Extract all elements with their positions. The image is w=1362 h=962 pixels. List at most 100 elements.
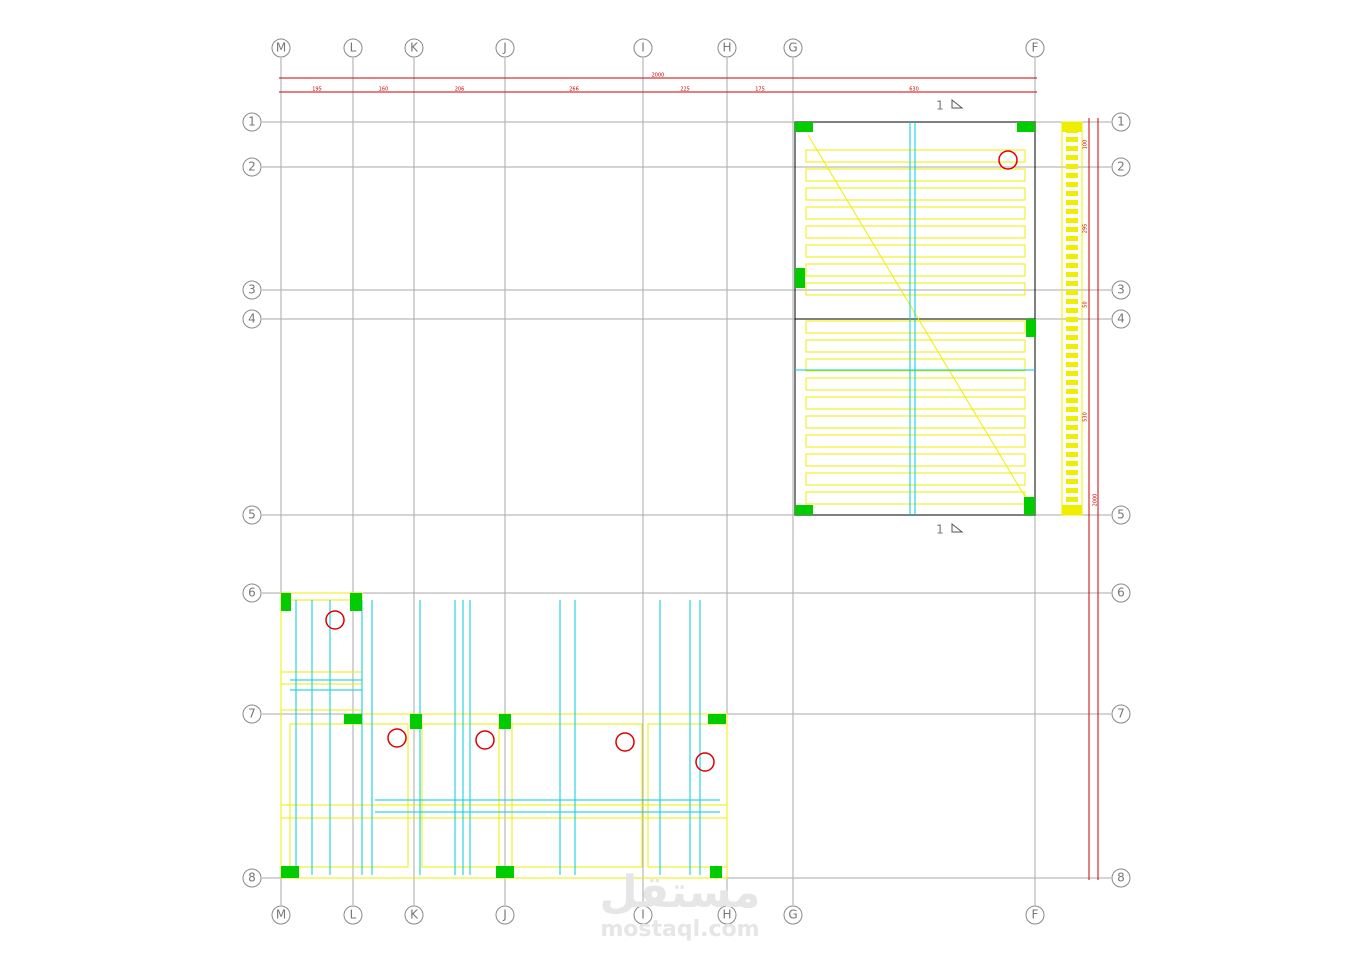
grid-bubble <box>242 309 262 329</box>
stair-rung <box>1066 155 1078 160</box>
grid-bubble <box>242 112 262 132</box>
dimension-text: 295 <box>1083 224 1089 234</box>
grid-label: G <box>788 41 797 55</box>
grid-bubble <box>495 38 515 58</box>
stair-rung <box>1066 200 1078 205</box>
grid-label: 3 <box>248 283 256 297</box>
grid-bubble <box>1111 280 1131 300</box>
dimension-text: 2000 <box>652 73 665 79</box>
grid-bubble <box>633 38 653 58</box>
dimension-text: 2000 <box>1093 494 1099 507</box>
grid-label: K <box>410 908 419 922</box>
stair-rung <box>1066 371 1078 376</box>
stair-rung <box>1066 317 1078 322</box>
stair-rung <box>1066 470 1078 475</box>
column <box>410 714 422 729</box>
grid-bubble <box>717 905 737 925</box>
stair-rung <box>1066 380 1078 385</box>
grid-label: K <box>410 41 419 55</box>
column <box>281 866 299 878</box>
grid-bubble <box>1025 905 1045 925</box>
stair-rung <box>1066 335 1078 340</box>
grid-label: 2 <box>248 160 256 174</box>
marker <box>998 150 1018 170</box>
dimension-text: 530 <box>1083 412 1089 422</box>
stair-rung <box>1066 164 1078 169</box>
stair-rung <box>1066 227 1078 232</box>
panel <box>511 723 643 868</box>
column <box>1017 122 1035 132</box>
stair-end <box>1062 122 1082 132</box>
grid-label: L <box>350 908 357 922</box>
column <box>496 866 514 878</box>
grid-label: 4 <box>248 312 256 326</box>
grid-label: 7 <box>1117 707 1125 721</box>
grid-label: 6 <box>248 586 256 600</box>
section-mark: 1 <box>936 523 944 537</box>
stair-rung <box>1066 254 1078 259</box>
grid-label: H <box>722 41 731 55</box>
stair-rung <box>1066 452 1078 457</box>
section-arrow <box>951 98 964 109</box>
grid-bubble <box>1111 309 1131 329</box>
grid-label: 3 <box>1117 283 1125 297</box>
grid-label: 1 <box>248 115 256 129</box>
grid-label: I <box>641 41 645 55</box>
dimension-text: 100 <box>1083 140 1089 150</box>
stair-end <box>1062 505 1082 515</box>
grid-bubble <box>1111 157 1131 177</box>
grid-label: 4 <box>1117 312 1125 326</box>
grid-label: 5 <box>248 508 256 522</box>
stair-rung <box>1066 353 1078 358</box>
grid-bubble <box>242 280 262 300</box>
marker <box>695 752 715 772</box>
stair-rung <box>1066 443 1078 448</box>
panel <box>421 723 500 868</box>
grid-bubble <box>242 704 262 724</box>
grid-bubble <box>242 157 262 177</box>
grid-bubble <box>1111 704 1131 724</box>
diagonal <box>807 134 1031 506</box>
grid-bubble <box>404 38 424 58</box>
watermark-arabic: مستقل <box>600 867 761 918</box>
grid-label: M <box>276 41 286 55</box>
grid-label: J <box>502 908 507 922</box>
stair-rung <box>1066 425 1078 430</box>
dimension-text: 206 <box>455 87 465 93</box>
stair-rung <box>1066 407 1078 412</box>
grid-bubble <box>717 38 737 58</box>
grid-bubble <box>242 583 262 603</box>
grid-bubble <box>271 905 291 925</box>
grid-label: 5 <box>1117 508 1125 522</box>
grid-bubble <box>1025 38 1045 58</box>
grid-label: 8 <box>1117 871 1125 885</box>
column <box>795 122 813 132</box>
grid-bubble <box>783 905 803 925</box>
grid-label: I <box>641 908 645 922</box>
marker <box>387 728 407 748</box>
grid-label: L <box>350 41 357 55</box>
stair-rung <box>1066 290 1078 295</box>
grid-bubble <box>242 505 262 525</box>
column <box>499 714 511 729</box>
grid-label: J <box>502 41 507 55</box>
grid-label: H <box>722 908 731 922</box>
grid-label: G <box>788 908 797 922</box>
grid-bubble <box>633 905 653 925</box>
marker <box>325 610 345 630</box>
grid-bubble <box>1111 112 1131 132</box>
stair-rung <box>1066 479 1078 484</box>
grid-label: 8 <box>248 871 256 885</box>
column <box>1024 497 1035 515</box>
panel <box>280 599 363 711</box>
panel <box>647 723 728 868</box>
grid-bubble <box>783 38 803 58</box>
dimension-text: 266 <box>569 87 579 93</box>
grid-label: 1 <box>1117 115 1125 129</box>
stair-rung <box>1066 173 1078 178</box>
grid-label: F <box>1032 41 1039 55</box>
stair-rung <box>1066 218 1078 223</box>
dimension-text: 50 <box>1083 301 1089 307</box>
stair-rung <box>1066 146 1078 151</box>
column <box>710 866 722 878</box>
